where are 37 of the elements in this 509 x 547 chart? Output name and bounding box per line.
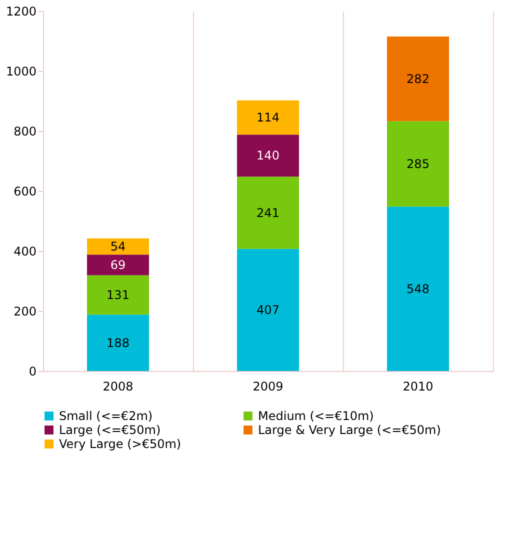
data-label: 548 (406, 282, 430, 296)
x-tick-label: 2008 (102, 380, 134, 394)
bar (387, 36, 449, 122)
data-label: 54 (110, 240, 126, 254)
bar (237, 248, 299, 371)
data-label: 140 (256, 148, 280, 163)
y-tick-label: 800 (14, 124, 36, 138)
bar (387, 206, 449, 371)
bar (87, 314, 149, 371)
y-tick-label: 0 (28, 364, 36, 378)
bar (87, 238, 149, 255)
bar (387, 121, 449, 207)
x-tick-label: 2010 (402, 380, 434, 394)
data-label: 69 (110, 258, 126, 272)
x-tick-label: 2009 (252, 380, 284, 394)
legend-label: Large & Very Large (<=€50m) (258, 423, 441, 437)
y-tick-label: 600 (14, 184, 36, 198)
y-tick-label: 1000 (6, 64, 36, 78)
data-label: 407 (256, 302, 280, 317)
bar (237, 134, 299, 177)
data-label: 114 (256, 110, 280, 124)
bar (87, 254, 149, 276)
legend-label: Medium (<=€10m) (258, 409, 374, 423)
legend-label: Large (<=€50m) (59, 423, 161, 437)
bar (87, 275, 149, 315)
bar (237, 100, 299, 135)
y-tick-label: 1200 (6, 4, 36, 18)
data-label: 282 (406, 72, 430, 86)
data-label: 188 (106, 336, 130, 350)
y-tick-label: 400 (14, 244, 36, 258)
legend-label: Very Large (>€50m) (59, 437, 182, 451)
y-tick-label: 200 (14, 304, 36, 318)
data-label: 131 (106, 288, 130, 302)
bar (237, 176, 299, 249)
data-label: 241 (256, 206, 280, 220)
legend-label: Small (<=€2m) (59, 409, 153, 423)
data-label: 285 (406, 156, 430, 171)
